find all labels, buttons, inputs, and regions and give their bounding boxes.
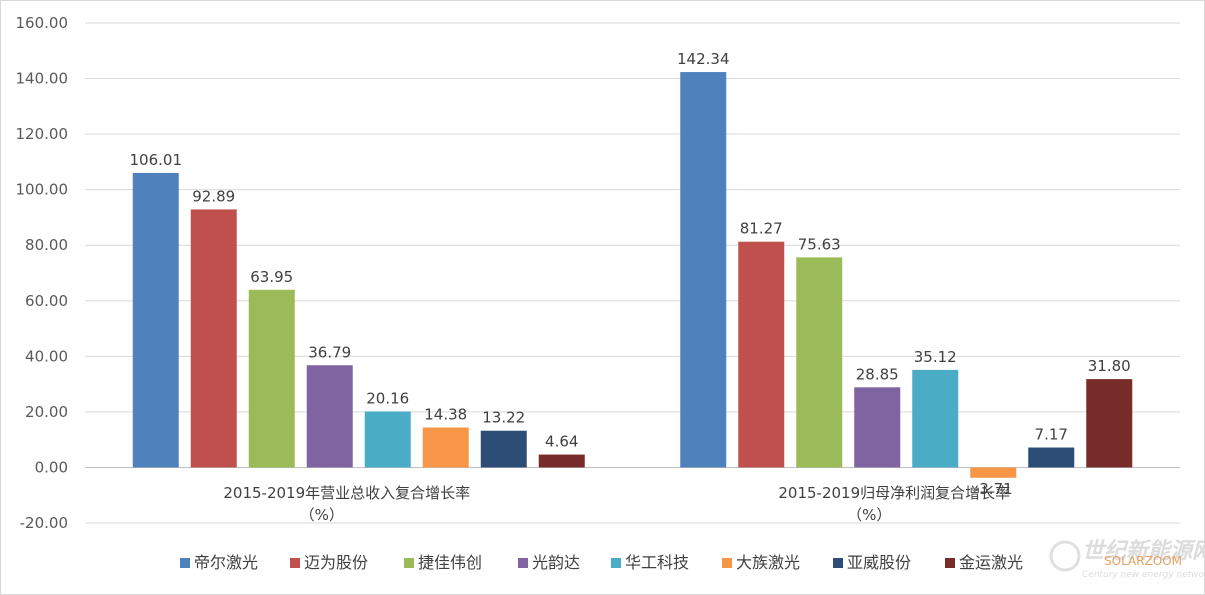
data-label: 13.22 — [482, 409, 525, 427]
legend-swatch — [611, 558, 621, 568]
data-label: 28.85 — [856, 365, 899, 383]
legend-swatch — [518, 558, 528, 568]
legend-label: 光韵达 — [532, 553, 580, 572]
legend-swatch — [833, 558, 843, 568]
data-label: 81.27 — [740, 220, 783, 238]
y-tick-label: 20.00 — [25, 403, 68, 421]
bar — [132, 172, 179, 468]
bar — [190, 209, 237, 468]
y-tick-label: -20.00 — [20, 514, 68, 532]
category-label: 2015-2019归母净利润复合增长率 — [778, 484, 1010, 502]
y-tick-label: 100.00 — [16, 181, 69, 199]
bar — [306, 365, 353, 468]
data-label: 14.38 — [424, 406, 467, 424]
data-label: 75.63 — [798, 235, 841, 253]
bar — [854, 387, 901, 468]
y-tick-label: 120.00 — [16, 125, 69, 143]
legend-swatch — [945, 558, 955, 568]
legend-label: 迈为股份 — [304, 553, 368, 572]
data-label: 63.95 — [250, 268, 293, 286]
legend-swatch — [290, 558, 300, 568]
y-tick-label: 0.00 — [35, 458, 68, 476]
category-label: （%） — [847, 506, 891, 524]
data-label: 36.79 — [308, 343, 351, 361]
bar — [738, 241, 785, 468]
y-tick-label: 40.00 — [25, 347, 68, 365]
legend-label: 大族激光 — [736, 553, 800, 572]
category-label: 2015-2019年营业总收入复合增长率 — [223, 484, 470, 502]
watermark-brand: SOLARZOOM — [1104, 554, 1182, 568]
bar — [1086, 379, 1133, 468]
category-label: （%） — [300, 506, 344, 524]
bar — [248, 289, 295, 468]
y-tick-label: 160.00 — [16, 14, 69, 32]
legend-swatch — [404, 558, 414, 568]
legend-swatch — [180, 558, 190, 568]
legend-label: 金运激光 — [959, 553, 1023, 572]
data-label: 106.01 — [130, 151, 183, 169]
bar — [680, 72, 727, 468]
data-label: 92.89 — [192, 187, 235, 205]
bar — [422, 427, 469, 468]
legend-label: 华工科技 — [625, 553, 689, 572]
watermark-subtext: Century new energy network — [1082, 570, 1205, 580]
bar — [538, 454, 585, 468]
data-label: 7.17 — [1035, 426, 1068, 444]
legend-label: 亚威股份 — [847, 553, 911, 572]
watermark-logo — [1049, 540, 1081, 572]
data-label: 35.12 — [914, 348, 957, 366]
bar — [364, 411, 411, 468]
data-label: 142.34 — [677, 50, 730, 68]
data-label: 20.16 — [366, 389, 409, 407]
bar — [970, 467, 1017, 478]
legend-swatch — [722, 558, 732, 568]
data-label: 4.64 — [545, 433, 578, 451]
y-tick-label: 80.00 — [25, 236, 68, 254]
legend-label: 捷佳伟创 — [418, 553, 482, 572]
data-label: 31.80 — [1088, 357, 1131, 375]
bar — [1028, 447, 1075, 468]
data-label: -3.71 — [974, 480, 1013, 498]
y-tick-label: 60.00 — [25, 292, 68, 310]
bar — [796, 257, 843, 468]
bar — [912, 369, 959, 468]
legend-label: 帝尔激光 — [194, 553, 258, 572]
watermark-text: 世纪新能源网 — [1082, 538, 1205, 564]
bar — [480, 430, 527, 468]
y-tick-label: 140.00 — [16, 70, 69, 88]
